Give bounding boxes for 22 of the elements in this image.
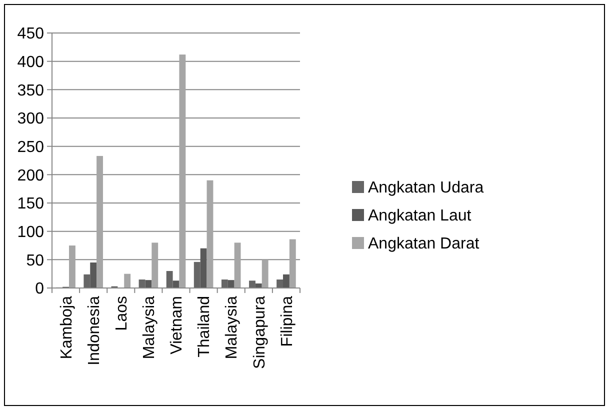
x-tick-label: Vietnam bbox=[168, 296, 186, 354]
y-tick-label: 300 bbox=[17, 110, 44, 128]
y-tick-label: 200 bbox=[17, 167, 44, 184]
y-tick-label: 450 bbox=[17, 26, 44, 43]
x-tick-label: Filipina bbox=[278, 296, 296, 347]
x-tick-label: Kamboja bbox=[58, 296, 76, 360]
x-tick-label: Laos bbox=[113, 296, 130, 331]
y-tick-label: 150 bbox=[17, 196, 44, 213]
x-tick-label: Singapura bbox=[251, 296, 268, 369]
y-tick-label: 250 bbox=[17, 138, 44, 156]
y-tick-label: 50 bbox=[26, 252, 44, 270]
y-tick-label: 100 bbox=[17, 224, 44, 241]
y-tick-label: 0 bbox=[35, 280, 44, 298]
x-tick-label: Thailand bbox=[196, 296, 214, 358]
legend-label: Angkatan Laut bbox=[368, 208, 472, 225]
x-tick-label: Indonesia bbox=[86, 296, 103, 366]
y-tick-label: 400 bbox=[17, 54, 44, 71]
legend-label: Angkatan Udara bbox=[368, 180, 484, 197]
x-tick-label: Malaysia bbox=[141, 296, 158, 360]
x-tick-label: Malaysia bbox=[224, 296, 241, 360]
y-tick-label: 350 bbox=[17, 82, 44, 100]
legend-label: Angkatan Darat bbox=[368, 236, 480, 253]
